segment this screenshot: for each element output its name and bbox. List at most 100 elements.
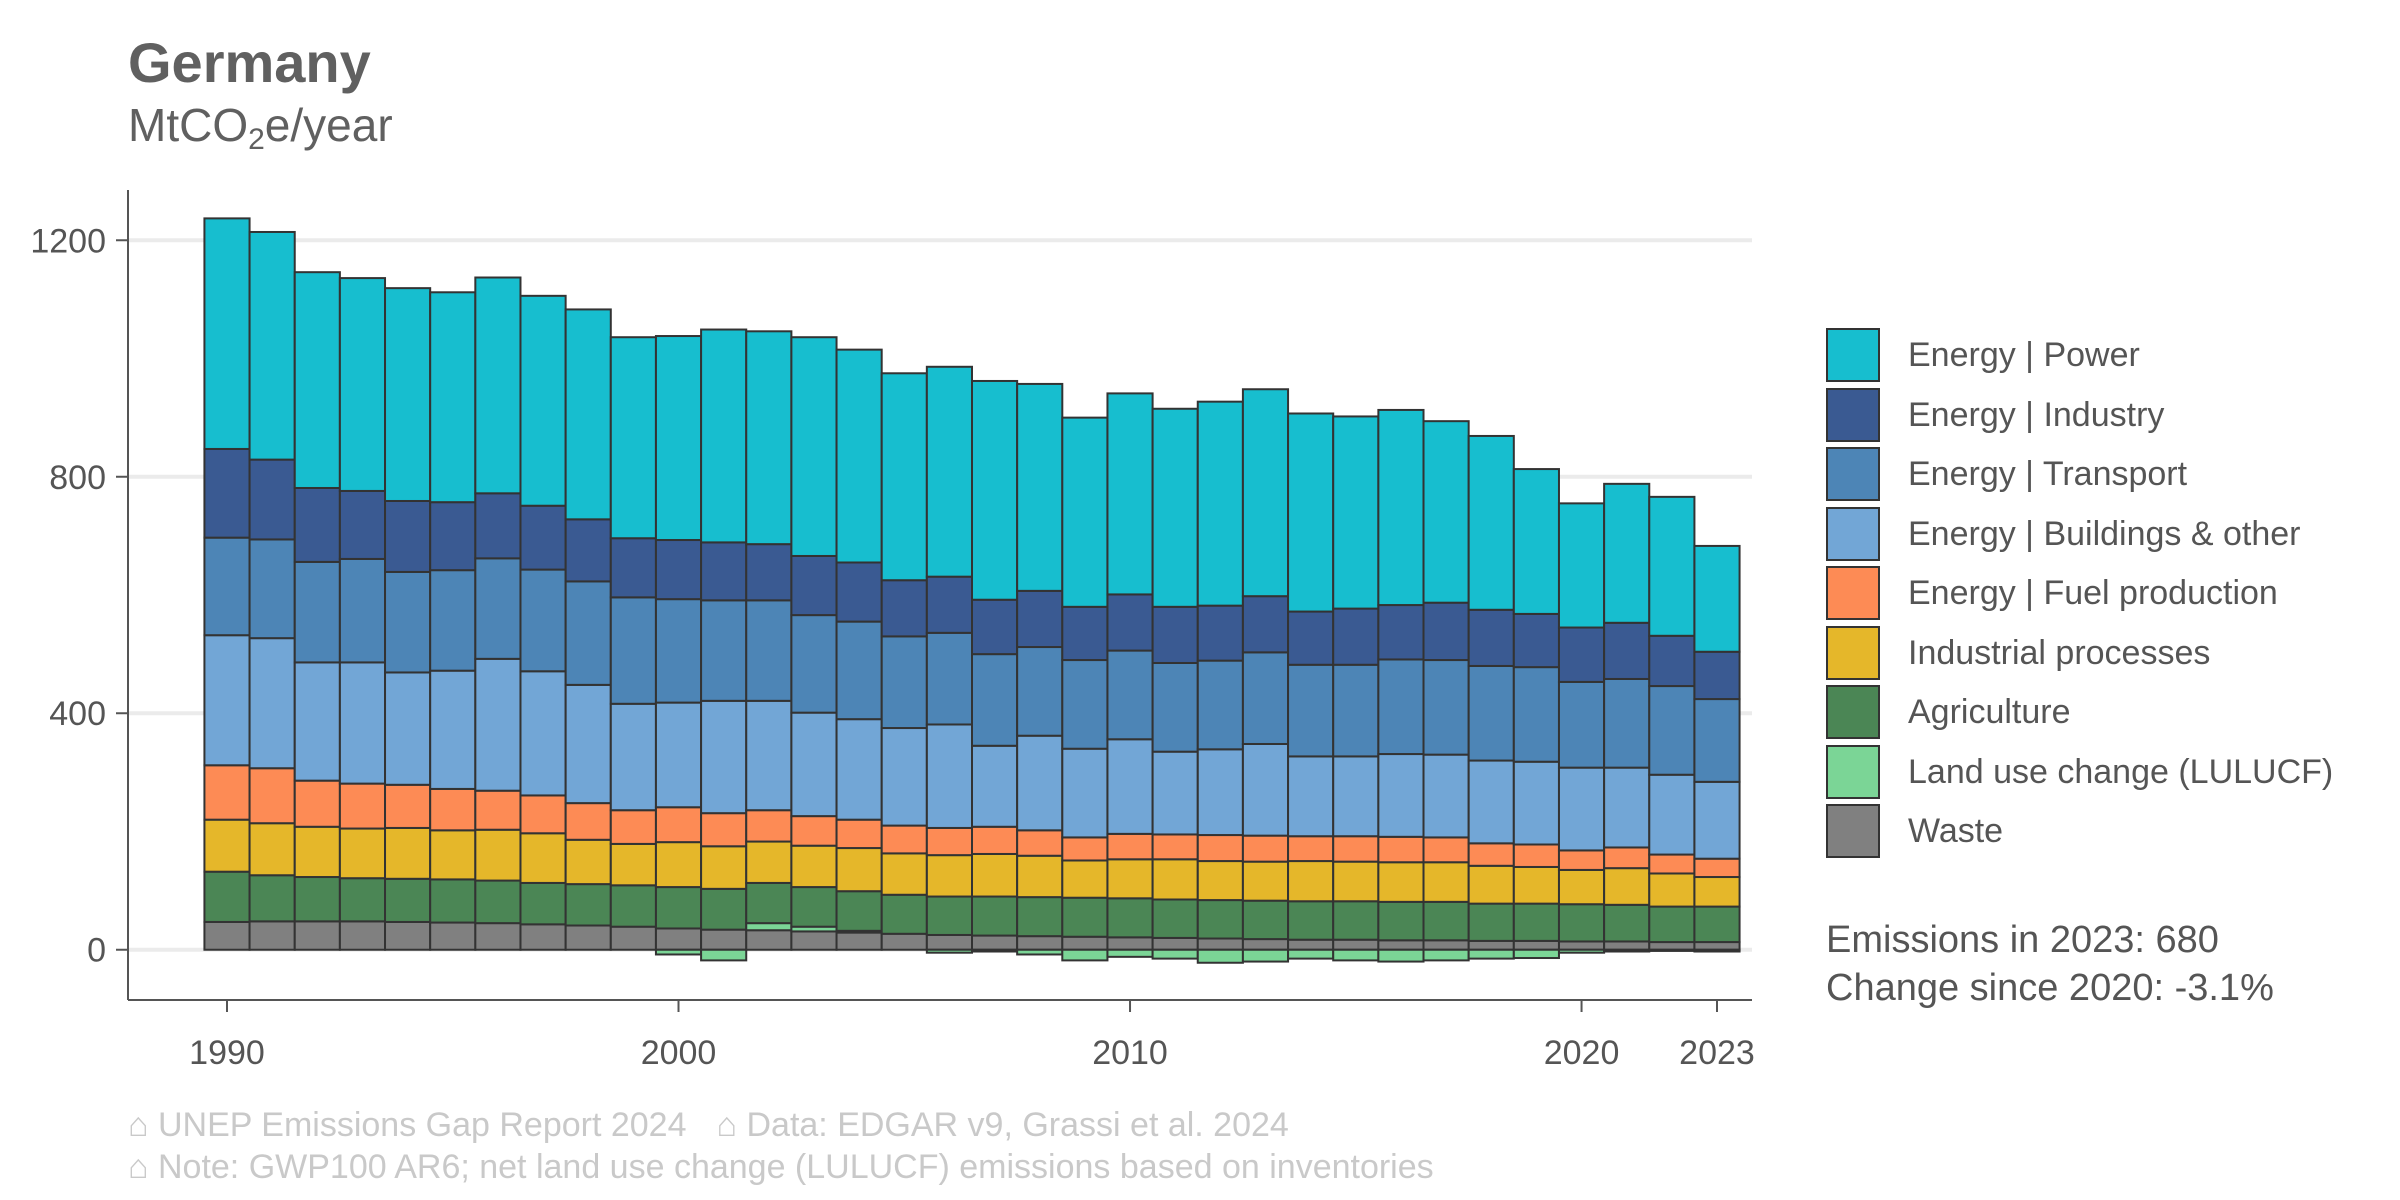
bar-energy-power-1990 (203, 217, 251, 450)
y-tick-label-800: 800 (49, 459, 106, 497)
bar-energy-industry-2017 (1422, 601, 1470, 662)
bar-energy-industry-2012 (1196, 604, 1244, 662)
bar-energy-power-2010 (1106, 392, 1154, 596)
bar-waste-2017 (1422, 939, 1470, 951)
bar-waste-2022 (1648, 941, 1696, 951)
legend-swatch (1826, 685, 1880, 739)
bar-industrial-processes-1995 (429, 829, 477, 881)
bar-waste-2019 (1512, 939, 1560, 951)
bar-energy-industry-1991 (248, 458, 296, 541)
bar-agriculture-2012 (1196, 899, 1244, 940)
bar-energy-power-2022 (1648, 495, 1696, 637)
bar-energy-power-2020 (1557, 502, 1606, 629)
bar-land-use-change-lulucf-2012 (1196, 948, 1244, 964)
bar-agriculture-1993 (338, 877, 387, 923)
bar-energy-buildings-other-2005 (880, 727, 928, 827)
y-tick-label-0: 0 (87, 932, 106, 970)
bar-industrial-processes-1990 (203, 818, 251, 873)
bar-agriculture-1995 (429, 878, 477, 924)
bar-industrial-processes-2022 (1648, 872, 1696, 908)
bar-agriculture-2014 (1287, 900, 1335, 941)
bar-energy-power-2002 (745, 330, 793, 546)
bar-agriculture-2016 (1377, 900, 1425, 942)
emissions-summary: Emissions in 2023: 680 Change since 2020… (1826, 916, 2274, 1012)
bar-agriculture-2022 (1648, 905, 1696, 944)
bar-agriculture-1999 (609, 884, 657, 928)
bar-energy-transport-1990 (203, 536, 251, 637)
bar-industrial-processes-2008 (1016, 854, 1064, 899)
bar-energy-fuel-production-2021 (1603, 846, 1651, 870)
bar-energy-industry-2016 (1377, 604, 1425, 661)
bar-agriculture-2010 (1106, 897, 1154, 939)
bar-energy-industry-2020 (1557, 626, 1606, 683)
bar-energy-buildings-other-2007 (971, 744, 1019, 828)
bar-industrial-processes-2011 (1151, 858, 1199, 901)
bar-energy-buildings-other-2019 (1512, 760, 1560, 846)
bar-energy-transport-2008 (1016, 646, 1064, 737)
bar-industrial-processes-2019 (1512, 865, 1560, 905)
bar-energy-industry-1992 (293, 486, 341, 563)
bar-agriculture-2011 (1151, 898, 1199, 939)
legend-label: Energy | Fuel production (1908, 574, 2278, 612)
bar-energy-transport-2011 (1151, 661, 1199, 753)
bar-energy-buildings-other-2021 (1603, 766, 1651, 849)
bar-agriculture-2008 (1016, 896, 1064, 938)
bar-land-use-change-lulucf-2014 (1287, 948, 1335, 960)
bar-industrial-processes-2013 (1241, 860, 1290, 902)
bar-energy-buildings-other-2022 (1648, 773, 1696, 856)
bar-energy-transport-1992 (293, 560, 341, 664)
bar-energy-transport-2017 (1422, 659, 1470, 756)
bar-energy-industry-2010 (1106, 593, 1154, 652)
bar-energy-transport-2014 (1287, 663, 1335, 758)
footer-source-data: ⌂ Data: EDGAR v9, Grassi et al. 2024 (716, 1106, 1289, 1144)
summary-change-since-2020: Change since 2020: -3.1% (1826, 967, 2274, 1009)
bar-waste-2014 (1287, 938, 1335, 951)
bar-energy-industry-2022 (1648, 634, 1696, 688)
bar-agriculture-2006 (925, 895, 974, 936)
bar-land-use-change-lulucf-2008 (1016, 948, 1064, 956)
bar-energy-industry-2019 (1512, 612, 1560, 669)
axes: 0 400 800 1200 1990 2000 2010 2020 2023 (30, 190, 1755, 1072)
bar-energy-fuel-production-2015 (1332, 835, 1380, 863)
bar-energy-transport-2009 (1061, 659, 1109, 750)
bar-energy-industry-2021 (1603, 621, 1651, 680)
bar-energy-industry-1994 (384, 499, 432, 573)
bar-energy-industry-2007 (971, 598, 1019, 656)
bar-agriculture-2015 (1332, 900, 1380, 941)
bar-land-use-change-lulucf-2022 (1648, 948, 1696, 952)
bar-energy-buildings-other-2015 (1332, 755, 1380, 838)
legend-swatch (1826, 744, 1880, 799)
bar-energy-fuel-production-2005 (880, 824, 928, 855)
bar-agriculture-2005 (880, 893, 928, 935)
bar-energy-buildings-other-1998 (564, 683, 612, 805)
bar-energy-buildings-other-2003 (790, 711, 838, 818)
bar-energy-power-2004 (835, 348, 883, 564)
bar-industrial-processes-2023 (1693, 876, 1741, 908)
legend-label: Industrial processes (1908, 633, 2211, 672)
bar-energy-power-2023 (1693, 544, 1741, 653)
bar-energy-power-2005 (880, 372, 928, 582)
bar-energy-fuel-production-2020 (1557, 849, 1606, 871)
bar-agriculture-2003 (790, 886, 838, 928)
bar-energy-buildings-other-2004 (835, 718, 883, 821)
bar-energy-power-2001 (700, 328, 748, 544)
bar-energy-fuel-production-1999 (609, 809, 657, 845)
bar-waste-2021 (1603, 940, 1651, 951)
bar-energy-industry-1999 (609, 537, 657, 599)
x-tick-label-2000: 2000 (641, 1034, 717, 1072)
bar-energy-fuel-production-1992 (293, 779, 341, 828)
bar-industrial-processes-2009 (1061, 859, 1109, 899)
bar-energy-transport-2020 (1557, 680, 1606, 769)
bar-agriculture-1998 (564, 883, 612, 927)
bar-energy-fuel-production-1995 (429, 787, 477, 832)
x-tick-label-1990: 1990 (189, 1034, 265, 1072)
bar-energy-fuel-production-2002 (745, 809, 793, 843)
bar-energy-fuel-production-2019 (1512, 843, 1560, 868)
bar-land-use-change-lulucf-2021 (1603, 948, 1651, 953)
bar-energy-buildings-other-1992 (293, 661, 341, 782)
bar-industrial-processes-1994 (384, 826, 432, 880)
bar-agriculture-1997 (519, 881, 567, 926)
bar-land-use-change-lulucf-2013 (1241, 948, 1290, 963)
bar-energy-power-1999 (609, 336, 657, 540)
bar-waste-2003 (790, 930, 838, 951)
